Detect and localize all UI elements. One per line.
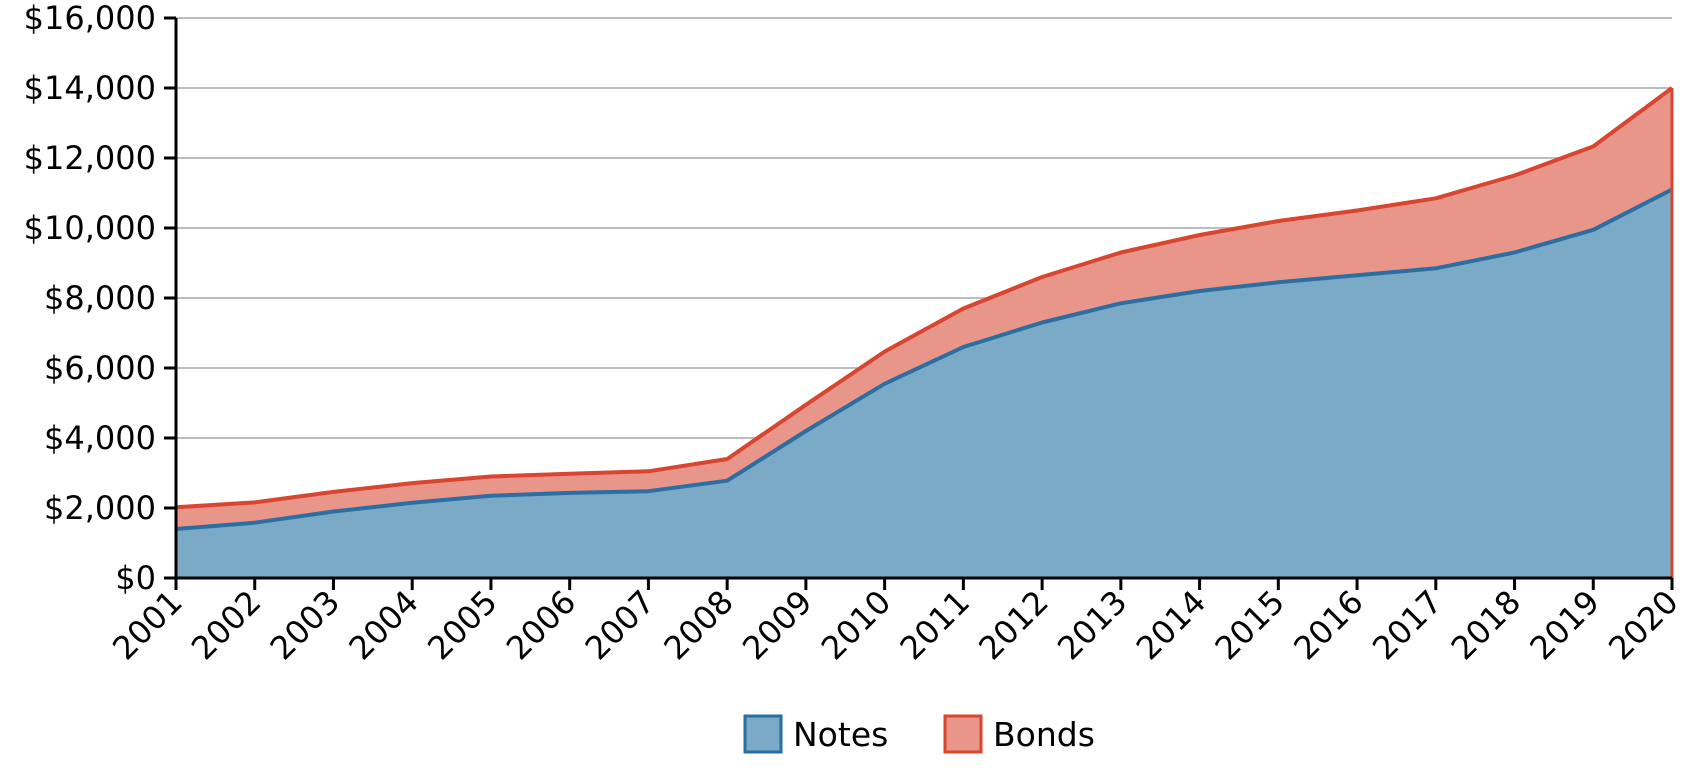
x-tick-label: 2019: [1522, 583, 1606, 667]
y-tick-label: $12,000: [24, 139, 156, 177]
x-tick-label: 2006: [499, 583, 583, 667]
x-tick-label: 2018: [1444, 583, 1528, 667]
x-tick-label: 2010: [814, 583, 898, 667]
line-bonds: [175, 86, 1674, 510]
x-tick-label: 2002: [184, 583, 268, 667]
x-tick-label: 2008: [656, 583, 740, 667]
x-tick-label: 2016: [1286, 583, 1370, 667]
line-notes: [175, 187, 1673, 531]
y-tick-label: $14,000: [24, 69, 156, 107]
y-tick-label: $0: [115, 559, 156, 597]
y-tick-label: $4,000: [44, 419, 156, 457]
legend-label-bonds: Bonds: [993, 715, 1095, 754]
legend-label-notes: Notes: [793, 715, 888, 754]
y-tick-label: $16,000: [24, 0, 156, 37]
axes: [164, 16, 1674, 590]
plot-area: [175, 86, 1674, 578]
x-tick-label: 2011: [893, 583, 977, 667]
x-tick-label: 2009: [735, 583, 819, 667]
y-tick-label: $2,000: [44, 489, 156, 527]
y-axis-tick-labels: $0 $2,000 $4,000 $6,000 $8,000 $10,000 $12,000…: [24, 0, 156, 597]
y-tick-label: $6,000: [44, 349, 156, 387]
x-tick-label: 2004: [341, 583, 425, 667]
x-tick-label: 2003: [263, 583, 347, 667]
x-tick-label: 2007: [578, 583, 662, 667]
x-tick-label: 2017: [1365, 583, 1449, 667]
legend: Notes Bonds: [743, 714, 1095, 754]
x-tick-label: 2013: [1050, 583, 1134, 667]
legend-swatch-bonds: [943, 714, 983, 754]
x-tick-label: 2020: [1601, 583, 1685, 667]
legend-swatch-notes: [743, 714, 783, 754]
x-tick-label: 2014: [1129, 583, 1213, 667]
x-tick-label: 2012: [971, 583, 1055, 667]
x-axis-tick-labels: 2001200220032004200520062007200820092010…: [105, 583, 1685, 667]
x-tick-label: 2005: [420, 583, 504, 667]
area-notes: [176, 189, 1672, 578]
y-tick-label: $8,000: [44, 279, 156, 317]
x-tick-label: 2015: [1208, 583, 1292, 667]
y-tick-label: $10,000: [24, 209, 156, 247]
